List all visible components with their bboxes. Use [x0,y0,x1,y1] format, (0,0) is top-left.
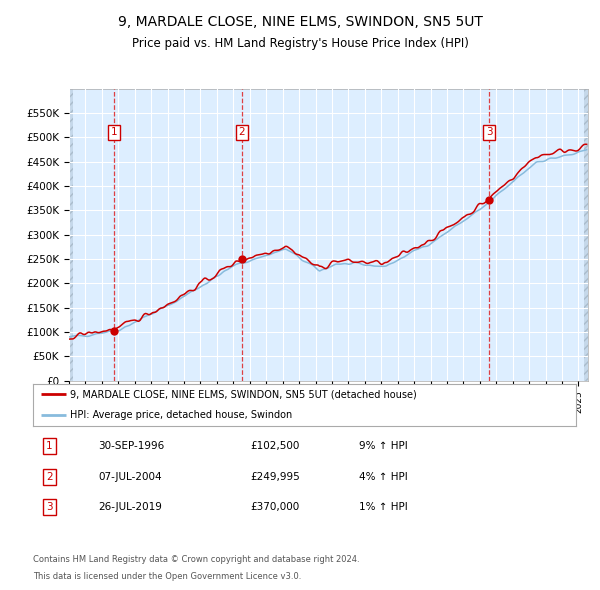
Text: 4% ↑ HPI: 4% ↑ HPI [359,472,407,481]
Text: £102,500: £102,500 [250,441,299,451]
Text: £249,995: £249,995 [250,472,300,481]
Text: Price paid vs. HM Land Registry's House Price Index (HPI): Price paid vs. HM Land Registry's House … [131,37,469,50]
Text: This data is licensed under the Open Government Licence v3.0.: This data is licensed under the Open Gov… [33,572,301,581]
Text: 9, MARDALE CLOSE, NINE ELMS, SWINDON, SN5 5UT (detached house): 9, MARDALE CLOSE, NINE ELMS, SWINDON, SN… [70,389,416,399]
Text: 3: 3 [46,503,53,512]
Text: Contains HM Land Registry data © Crown copyright and database right 2024.: Contains HM Land Registry data © Crown c… [33,555,359,563]
Text: 26-JUL-2019: 26-JUL-2019 [98,503,162,512]
Bar [69,88,73,381]
Text: HPI: Average price, detached house, Swindon: HPI: Average price, detached house, Swin… [70,411,292,420]
Text: 2: 2 [46,472,53,481]
Text: 1% ↑ HPI: 1% ↑ HPI [359,503,407,512]
Text: 07-JUL-2004: 07-JUL-2004 [98,472,162,481]
Text: 3: 3 [486,127,493,137]
Text: 9% ↑ HPI: 9% ↑ HPI [359,441,407,451]
Text: 2: 2 [238,127,245,137]
Text: £370,000: £370,000 [250,503,299,512]
Text: 9, MARDALE CLOSE, NINE ELMS, SWINDON, SN5 5UT: 9, MARDALE CLOSE, NINE ELMS, SWINDON, SN… [118,15,482,29]
Bar [584,88,588,381]
Text: 1: 1 [46,441,53,451]
Text: 30-SEP-1996: 30-SEP-1996 [98,441,164,451]
Text: 1: 1 [111,127,118,137]
